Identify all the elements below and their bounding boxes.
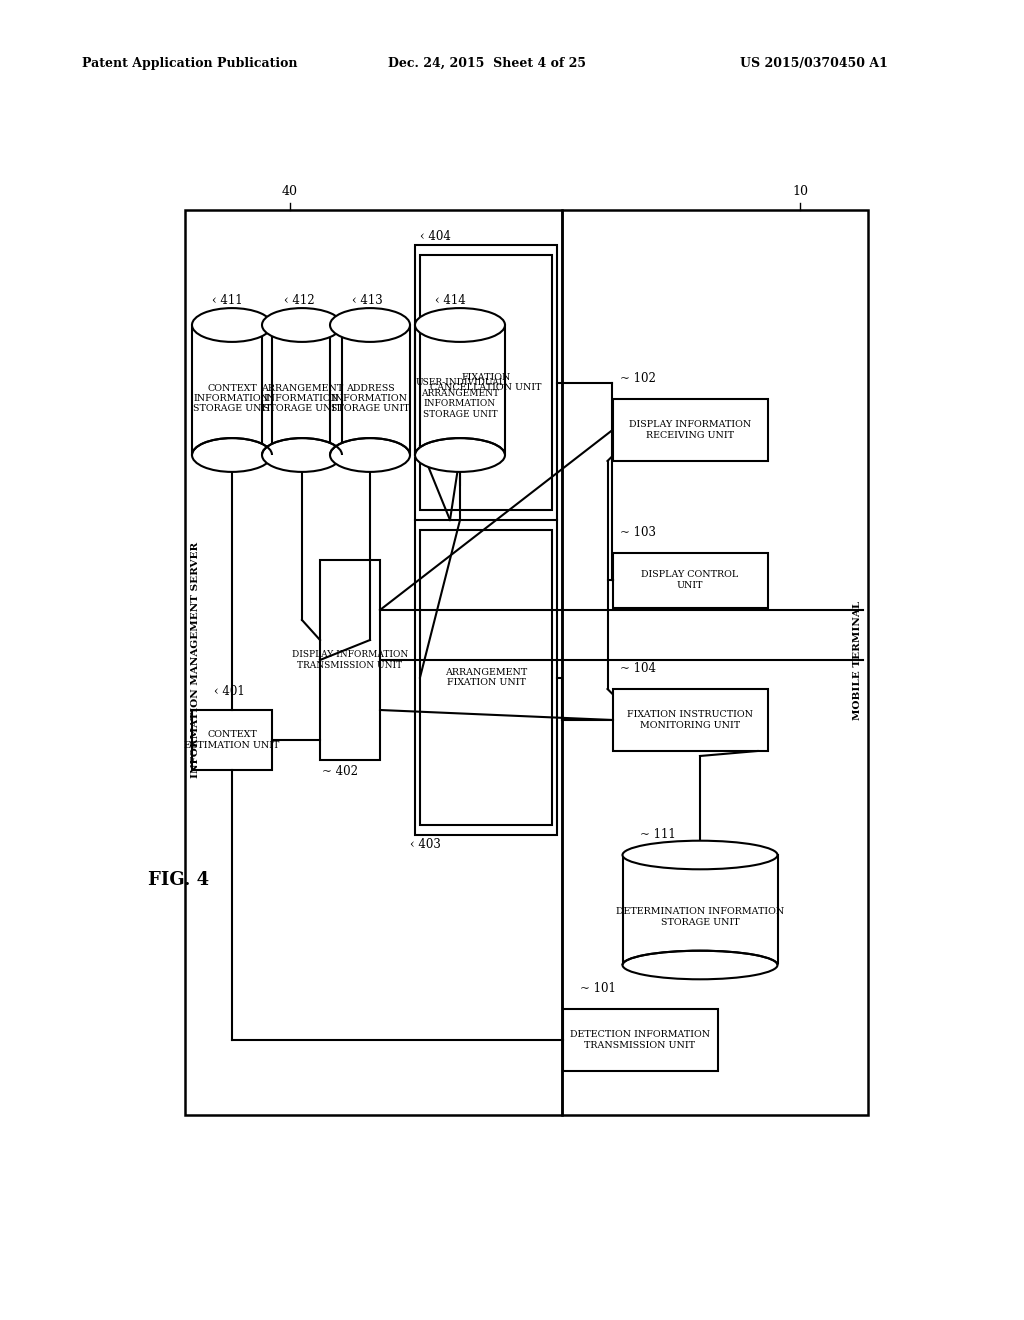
Text: DETERMINATION INFORMATION
STORAGE UNIT: DETERMINATION INFORMATION STORAGE UNIT xyxy=(615,907,784,927)
Text: Patent Application Publication: Patent Application Publication xyxy=(82,57,298,70)
Ellipse shape xyxy=(623,841,777,870)
Ellipse shape xyxy=(193,438,272,473)
Ellipse shape xyxy=(623,950,777,979)
Text: INFORMATION MANAGEMENT SERVER: INFORMATION MANAGEMENT SERVER xyxy=(191,543,201,777)
Bar xyxy=(612,553,768,607)
Text: ~ 111: ~ 111 xyxy=(640,828,676,841)
Text: 10: 10 xyxy=(792,185,808,198)
Text: CONTEXT
INFORMATION
STORAGE UNIT: CONTEXT INFORMATION STORAGE UNIT xyxy=(193,384,271,413)
Bar xyxy=(420,531,552,825)
Text: MOBILE TERMINAL: MOBILE TERMINAL xyxy=(853,601,861,719)
Ellipse shape xyxy=(415,308,505,342)
Text: ~ 101: ~ 101 xyxy=(580,982,615,995)
Text: ~ 104: ~ 104 xyxy=(620,663,656,675)
Text: FIXATION INSTRUCTION
MONITORING UNIT: FIXATION INSTRUCTION MONITORING UNIT xyxy=(627,710,753,730)
Text: ‹ 401: ‹ 401 xyxy=(214,685,245,698)
Bar xyxy=(562,1008,718,1071)
Text: FIXATION
CANCELLATION UNIT: FIXATION CANCELLATION UNIT xyxy=(430,372,542,392)
Text: US 2015/0370450 A1: US 2015/0370450 A1 xyxy=(740,57,888,70)
Text: ADDRESS
INFORMATION
STORAGE UNIT: ADDRESS INFORMATION STORAGE UNIT xyxy=(331,384,410,413)
Ellipse shape xyxy=(415,438,505,473)
Bar xyxy=(562,210,868,1115)
Text: ‹ 404: ‹ 404 xyxy=(420,230,451,243)
Ellipse shape xyxy=(193,308,272,342)
Text: DETECTION INFORMATION
TRANSMISSION UNIT: DETECTION INFORMATION TRANSMISSION UNIT xyxy=(570,1031,710,1049)
Text: ‹ 411: ‹ 411 xyxy=(212,294,243,308)
Text: FIG. 4: FIG. 4 xyxy=(148,871,209,888)
Text: ‹ 412: ‹ 412 xyxy=(284,294,314,308)
Bar xyxy=(185,210,562,1115)
Text: ~ 103: ~ 103 xyxy=(620,525,656,539)
Text: ~ 102: ~ 102 xyxy=(620,372,656,385)
Text: ARRANGEMENT
FIXATION UNIT: ARRANGEMENT FIXATION UNIT xyxy=(444,668,527,688)
Text: ‹ 414: ‹ 414 xyxy=(435,294,466,308)
Bar xyxy=(612,399,768,461)
Bar xyxy=(319,560,380,760)
Text: 40: 40 xyxy=(282,185,298,198)
Bar xyxy=(415,246,557,836)
Text: DISPLAY CONTROL
UNIT: DISPLAY CONTROL UNIT xyxy=(641,570,738,590)
Bar xyxy=(193,710,272,770)
Text: DISPLAY INFORMATION
RECEIVING UNIT: DISPLAY INFORMATION RECEIVING UNIT xyxy=(629,420,752,440)
Ellipse shape xyxy=(262,308,342,342)
Text: ‹ 403: ‹ 403 xyxy=(410,838,441,851)
Ellipse shape xyxy=(262,438,342,473)
Bar xyxy=(420,255,552,510)
Text: ~ 402: ~ 402 xyxy=(322,766,358,777)
Text: ‹ 413: ‹ 413 xyxy=(352,294,383,308)
Text: CONTEXT
ESTIMATION UNIT: CONTEXT ESTIMATION UNIT xyxy=(184,730,280,750)
Ellipse shape xyxy=(330,438,410,473)
Text: ARRANGEMENT
INFORMATION
STORAGE UNIT: ARRANGEMENT INFORMATION STORAGE UNIT xyxy=(261,384,343,413)
Ellipse shape xyxy=(330,308,410,342)
Text: Dec. 24, 2015  Sheet 4 of 25: Dec. 24, 2015 Sheet 4 of 25 xyxy=(388,57,586,70)
Text: DISPLAY INFORMATION
TRANSMISSION UNIT: DISPLAY INFORMATION TRANSMISSION UNIT xyxy=(292,651,409,669)
Text: USER-INDIVIDUAL
ARRANGEMENT
INFORMATION
STORAGE UNIT: USER-INDIVIDUAL ARRANGEMENT INFORMATION … xyxy=(415,379,505,418)
Bar xyxy=(612,689,768,751)
